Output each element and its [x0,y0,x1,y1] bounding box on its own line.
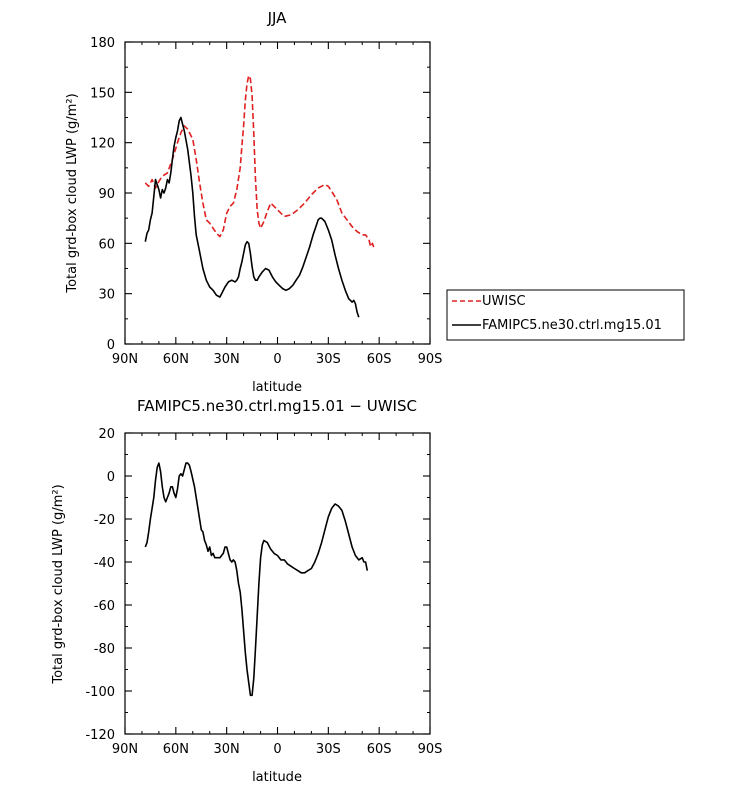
top-series-line-0 [144,74,375,249]
chart-bottom-ylabel: Total grd-box cloud LWP (g/m²) [51,484,66,684]
bottom-xtick-label: 90N [112,742,138,757]
bottom-xtick-label: 60S [367,742,392,757]
top-xtick-label: 90N [112,352,138,367]
top-ytick-label: 30 [98,288,115,303]
chart-top-title: JJA [267,9,288,27]
bottom-ytick-label: -100 [85,685,115,700]
bottom-ytick-label: -60 [94,599,115,614]
chart-bottom-title: FAMIPC5.ne30.ctrl.mg15.01 − UWISC [137,397,417,415]
bottom-ytick-label: 0 [107,470,115,485]
top-ytick-label: 0 [107,338,115,353]
chart-top-xlabel: latitude [252,380,302,395]
chart-top-frame [124,41,431,345]
bottom-xtick-label: 90S [418,742,443,757]
chart-bottom: FAMIPC5.ne30.ctrl.mg15.01 − UWISC 90N 60N… [51,397,442,785]
bottom-xtick-label: 60N [163,742,189,757]
top-ytick-label: 180 [90,36,115,51]
legend: UWISC FAMIPC5.ne30.ctrl.mg15.01 [446,289,685,341]
top-xtick-label: 60S [367,352,392,367]
bottom-xtick-label: 0 [273,742,281,757]
top-ytick-label: 120 [90,137,115,152]
top-ytick-label: 150 [90,86,115,101]
chart-bottom-series [144,462,369,697]
legend-label-model: FAMIPC5.ne30.ctrl.mg15.01 [482,318,662,333]
chart-top-series [144,74,375,318]
bottom-ytick-label: -40 [94,556,115,571]
bottom-ytick-label: -20 [94,513,115,528]
chart-bottom-axes: 90N 60N 30N 0 30S 60S 90S -120 -100 -80 -60 -40 -20 0… [85,427,442,757]
top-xtick-label: 90S [418,352,443,367]
top-xtick-label: 30N [214,352,240,367]
chart-bottom-frame [124,432,431,735]
legend-label-uwisc: UWISC [482,294,526,309]
bottom-xtick-label: 30S [316,742,341,757]
legend-box [446,289,685,341]
chart-top-axes: 90N 60N 30N 0 30S 60S 90S 0 30 60 90 120 150 180 [90,36,442,367]
top-ytick-label: 60 [98,237,115,252]
chart-bottom-xlabel: latitude [252,770,302,785]
top-series-line-1 [144,116,360,318]
bottom-xtick-label: 30N [214,742,240,757]
bottom-ytick-label: 20 [98,427,115,442]
top-xtick-label: 0 [273,352,281,367]
bottom-ytick-label: -120 [85,728,115,743]
bottom-ytick-label: -80 [94,642,115,657]
chart-top: JJA 90N 60N 30N 0 30S 60S 90S0306090120150180 … [65,9,442,395]
top-ytick-label: 90 [98,187,115,202]
top-xtick-label: 60N [163,352,189,367]
bottom-series-line-0 [144,462,369,697]
chart-top-ylabel: Total grd-box cloud LWP (g/m²) [65,93,80,293]
top-xtick-label: 30S [316,352,341,367]
